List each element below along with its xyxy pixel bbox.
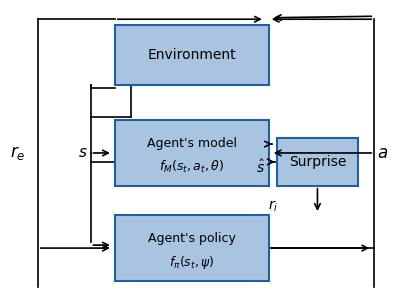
Text: $f_M(s_t, a_t, \theta)$: $f_M(s_t, a_t, \theta)$ (159, 159, 224, 176)
FancyBboxPatch shape (277, 138, 358, 186)
Text: Agent's policy: Agent's policy (148, 232, 236, 245)
Text: $r_i$: $r_i$ (268, 199, 278, 214)
Text: $a$: $a$ (377, 144, 388, 162)
Text: $\hat{s}$: $\hat{s}$ (256, 159, 265, 176)
FancyBboxPatch shape (115, 215, 269, 281)
FancyBboxPatch shape (115, 120, 269, 186)
Text: $s$: $s$ (78, 146, 87, 160)
Text: Surprise: Surprise (289, 155, 346, 169)
Text: $r_e$: $r_e$ (10, 144, 25, 162)
FancyBboxPatch shape (115, 25, 269, 85)
Text: Environment: Environment (148, 48, 236, 62)
Text: $f_\pi(s_t, \psi)$: $f_\pi(s_t, \psi)$ (169, 254, 215, 271)
Text: Agent's model: Agent's model (147, 137, 237, 150)
